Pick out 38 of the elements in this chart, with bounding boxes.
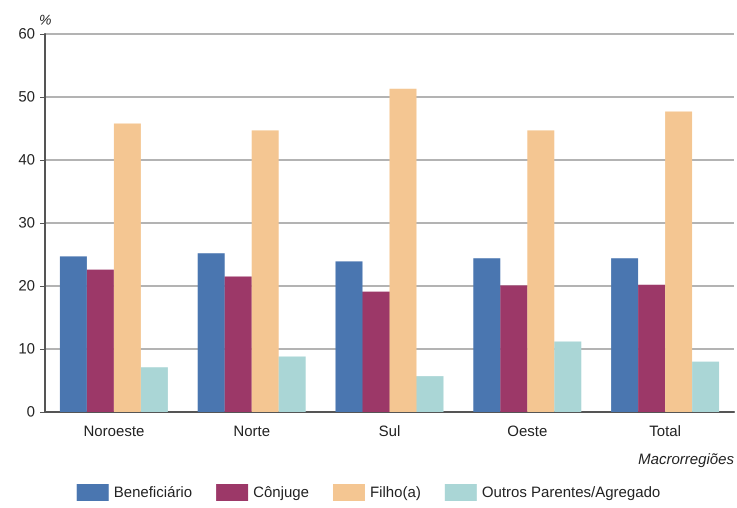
- bar: [86, 270, 114, 412]
- y-tick-label: 20: [18, 278, 35, 294]
- y-tick-label: 60: [18, 26, 35, 42]
- legend-label: Cônjuge: [253, 484, 309, 501]
- bar: [638, 284, 666, 412]
- y-tick-label: 0: [26, 404, 35, 420]
- bar: [336, 261, 362, 412]
- legend-label: Filho(a): [370, 484, 421, 501]
- x-tick-label: Norte: [233, 423, 270, 440]
- x-tick-label: Total: [649, 423, 681, 440]
- bar: [692, 362, 720, 412]
- bar: [140, 367, 168, 412]
- x-tick-label: Oeste: [507, 423, 548, 440]
- bar: [665, 111, 692, 412]
- bar: [278, 356, 306, 412]
- bar: [554, 341, 582, 412]
- y-tick-label: 50: [18, 88, 35, 106]
- bar: [198, 253, 225, 412]
- y-tick-label: 10: [18, 340, 35, 358]
- bar: [473, 258, 500, 412]
- x-tick-label: Noroeste: [83, 423, 144, 440]
- bar: [114, 123, 141, 412]
- bar: [500, 285, 528, 412]
- bar: [224, 276, 252, 412]
- bar: [252, 130, 279, 412]
- y-tick-label: 30: [18, 214, 35, 232]
- bar: [527, 130, 554, 412]
- bar: [390, 88, 416, 412]
- y-axis-title: %: [39, 12, 52, 28]
- x-axis-title: Macrorregiões: [638, 451, 734, 468]
- bar: [611, 258, 638, 412]
- legend-label: Beneficiário: [114, 484, 192, 501]
- bar: [60, 256, 87, 412]
- legend-label: Outros Parentes/Agregado: [482, 484, 660, 501]
- bar: [416, 376, 444, 412]
- y-tick-label: 40: [18, 152, 35, 168]
- x-tick-label: Sul: [378, 423, 400, 440]
- bar: [362, 292, 390, 412]
